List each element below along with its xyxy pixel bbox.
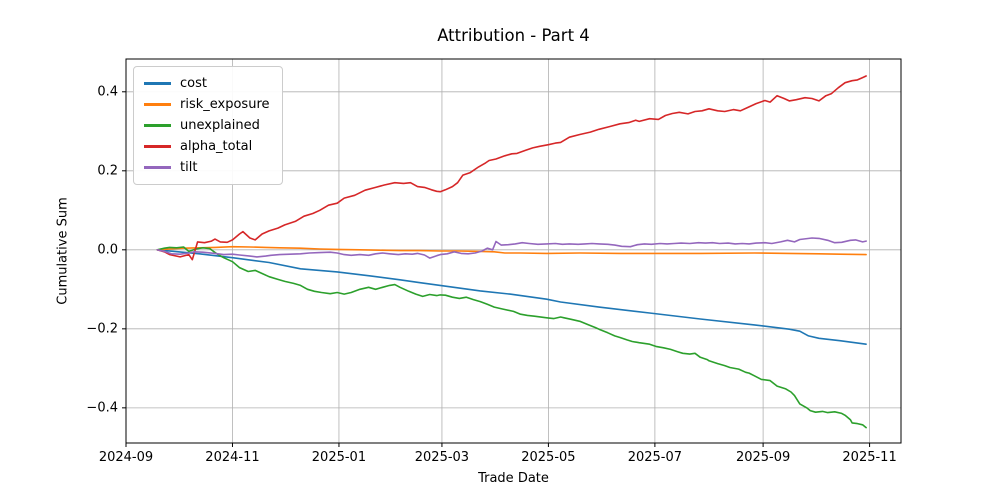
legend-label: alpha_total xyxy=(180,139,253,154)
legend-swatch-tilt xyxy=(144,166,171,169)
legend-item-unexplained: unexplained xyxy=(144,115,270,136)
legend-label: cost xyxy=(180,76,207,91)
x-tick-label: 2025-07 xyxy=(628,450,682,465)
y-axis-label: Cumulative Sum xyxy=(55,197,71,305)
y-tick-label: 0.4 xyxy=(97,84,118,99)
legend-item-tilt: tilt xyxy=(144,157,270,178)
legend-label: risk_exposure xyxy=(180,97,270,112)
legend-swatch-risk_exposure xyxy=(144,103,171,106)
y-tick-label: 0.0 xyxy=(97,242,118,257)
x-tick-label: 2025-09 xyxy=(736,450,790,465)
y-tick-label: 0.2 xyxy=(97,163,118,178)
x-tick-label: 2024-11 xyxy=(205,450,259,465)
x-tick-label: 2025-03 xyxy=(415,450,469,465)
legend-label: unexplained xyxy=(180,118,260,133)
series-line-alpha_total xyxy=(156,75,867,261)
x-tick-label: 2025-01 xyxy=(312,450,366,465)
chart-title: Attribution - Part 4 xyxy=(437,26,590,45)
series-line-cost xyxy=(156,249,867,346)
x-tick-label: 2025-05 xyxy=(521,450,575,465)
x-tick-label: 2025-11 xyxy=(842,450,896,465)
series-line-unexplained xyxy=(156,246,867,429)
series-line-risk_exposure xyxy=(156,245,867,256)
series-line-tilt xyxy=(156,237,867,259)
legend-item-cost: cost xyxy=(144,73,270,94)
legend-label: tilt xyxy=(180,160,198,175)
y-tick-label: −0.2 xyxy=(86,321,118,336)
legend-swatch-unexplained xyxy=(144,124,171,127)
legend-swatch-alpha_total xyxy=(144,145,171,148)
legend-swatch-cost xyxy=(144,82,171,85)
x-tick-label: 2024-09 xyxy=(99,450,153,465)
legend-item-alpha_total: alpha_total xyxy=(144,136,270,157)
x-axis-label: Trade Date xyxy=(478,471,549,486)
legend-item-risk_exposure: risk_exposure xyxy=(144,94,270,115)
y-tick-label: −0.4 xyxy=(86,400,118,415)
plot-border xyxy=(125,58,902,444)
